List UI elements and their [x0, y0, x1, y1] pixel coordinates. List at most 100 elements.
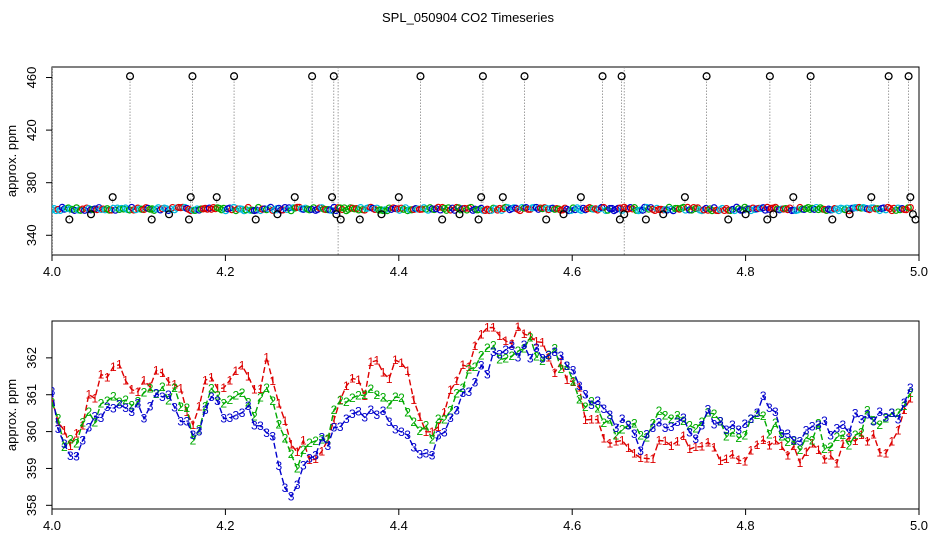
baseline-point — [281, 203, 289, 212]
baseline-point — [95, 204, 103, 212]
spike-point — [906, 193, 915, 202]
series-1-point: 1 — [748, 443, 755, 457]
series-1-point: 1 — [269, 374, 276, 388]
series-2-point: 2 — [67, 433, 74, 447]
series-3-point: 3 — [386, 415, 393, 429]
series-2-point: 2 — [447, 404, 454, 418]
series-3-point: 3 — [196, 424, 203, 438]
series-2-point: 2 — [282, 431, 289, 445]
series-2-point: 2 — [214, 389, 221, 403]
series-3-point: 3 — [797, 435, 804, 449]
series-2-point: 2 — [907, 386, 914, 400]
series-3-point: 3 — [214, 394, 221, 408]
series-3-point: 3 — [410, 441, 417, 455]
bottom-y-tick-label: 360 — [24, 421, 39, 443]
series-2-point: 2 — [594, 402, 601, 416]
series-1-point: 1 — [631, 447, 638, 461]
series-1-point: 1 — [870, 427, 877, 441]
spike-point — [164, 210, 174, 219]
series-3-point: 3 — [558, 349, 565, 363]
series-1-point: 1 — [282, 414, 289, 428]
series-1-point: 1 — [797, 456, 804, 470]
top-plot-area — [52, 67, 919, 255]
series-1-point: 1 — [165, 375, 172, 389]
spike-point — [230, 72, 239, 81]
series-1-point: 1 — [141, 373, 148, 387]
bottom-x-tick-label: 4.4 — [390, 518, 408, 533]
baseline-point — [702, 204, 710, 213]
series-2-point: 2 — [766, 427, 773, 441]
series-2-point: 2 — [355, 388, 362, 402]
spike-point — [65, 215, 74, 224]
series-2-point: 2 — [55, 412, 62, 426]
bottom-panel: 4.0 4.2 4.4 4.6 4.8 5.0 358 359 360 361 362 approx.… — [4, 320, 928, 533]
series-3-point: 3 — [122, 401, 129, 415]
series-3-point: 3 — [226, 411, 233, 425]
series-2-point: 2 — [73, 437, 80, 451]
baseline-point — [718, 204, 726, 213]
series-1-point: 1 — [355, 373, 362, 387]
series-2-point: 2 — [459, 381, 466, 395]
baseline-point — [444, 204, 453, 212]
baseline-point — [293, 203, 301, 211]
spike-point — [598, 72, 607, 81]
baseline-point — [906, 203, 914, 212]
series-1-point: 1 — [643, 452, 650, 466]
series-2-point: 2 — [588, 394, 595, 408]
spike-point — [498, 193, 507, 202]
series-3-point: 3 — [833, 421, 840, 435]
series-3-point: 3 — [631, 427, 638, 441]
baseline-point — [524, 205, 532, 213]
series-3-point: 3 — [778, 427, 785, 441]
top-y-tick-label: 340 — [24, 224, 39, 246]
series-2-point: 2 — [404, 406, 411, 420]
series-1-point: 1 — [674, 434, 681, 448]
series-1-point: 1 — [600, 432, 607, 446]
baseline-point — [226, 204, 234, 212]
spike-point — [86, 210, 96, 219]
series-3-point: 3 — [772, 405, 779, 419]
spike-point — [186, 193, 195, 202]
series-2-point: 2 — [104, 394, 111, 408]
series-3-point: 3 — [889, 406, 896, 420]
series-3-point: 3 — [545, 348, 552, 362]
series-1-point: 1 — [772, 434, 779, 448]
series-1-point: 1 — [459, 358, 466, 372]
series-3-point: 3 — [588, 398, 595, 412]
series-2-point: 2 — [809, 433, 816, 447]
series-2-point: 2 — [656, 404, 663, 418]
series-2-point: 2 — [508, 349, 515, 363]
spike-point — [559, 210, 568, 219]
series-1-point: 1 — [214, 382, 221, 396]
series-2-point: 2 — [833, 430, 840, 444]
series-1-point: 1 — [882, 447, 889, 461]
series-3-point: 3 — [171, 401, 178, 415]
series-1-point: 1 — [478, 328, 485, 342]
series-2-point: 2 — [815, 416, 822, 430]
series-1-point: 1 — [551, 366, 558, 380]
series-2-point: 2 — [582, 400, 589, 414]
series-2-point: 2 — [245, 396, 252, 410]
series-2-point: 2 — [429, 433, 436, 447]
series-2-point: 2 — [116, 395, 123, 409]
series-1-point: 1 — [649, 452, 656, 466]
series-3-point: 3 — [288, 489, 295, 503]
series-1-point: 1 — [220, 381, 227, 395]
series-3-point: 3 — [748, 412, 755, 426]
series-2-point: 2 — [147, 382, 154, 396]
series-3-point: 3 — [294, 478, 301, 492]
spike-point — [680, 193, 689, 202]
series-2-point: 2 — [386, 397, 393, 411]
series-3-point: 3 — [680, 411, 687, 425]
spike-point — [147, 215, 156, 224]
series-3-point: 3 — [202, 403, 209, 417]
series-3-point: 3 — [239, 406, 246, 420]
series-3-point: 3 — [521, 338, 528, 352]
series-3-point: 3 — [116, 397, 123, 411]
bottom-x-tick-label: 4.0 — [43, 518, 61, 533]
series-1-point: 1 — [190, 418, 197, 432]
series-1-point: 1 — [61, 424, 68, 438]
series-1-point: 1 — [778, 439, 785, 453]
series-1-point: 1 — [827, 449, 834, 463]
series-1-point: 1 — [245, 369, 252, 383]
